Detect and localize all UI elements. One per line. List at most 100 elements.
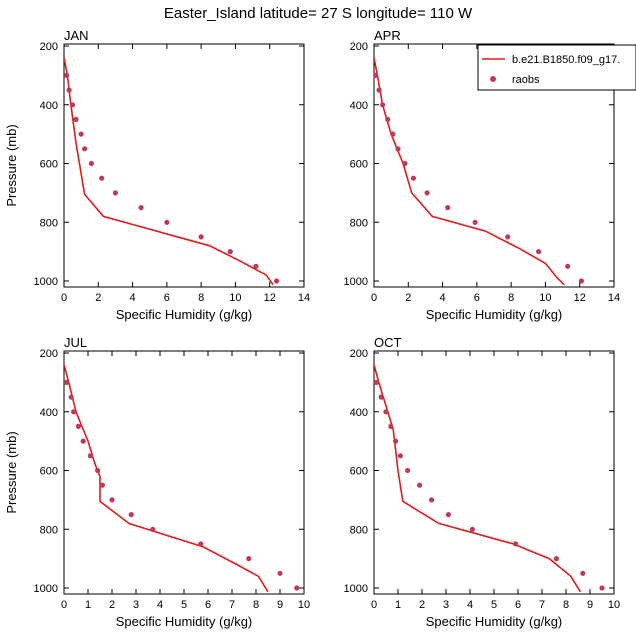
x-tick-label: 7 <box>229 599 235 611</box>
obs-point <box>393 438 399 444</box>
x-tick-label: 10 <box>298 599 310 611</box>
x-tick-label: 6 <box>474 292 480 304</box>
obs-point <box>150 526 156 532</box>
obs-point <box>472 219 478 225</box>
plot-frame <box>63 350 305 595</box>
obs-point <box>277 570 283 576</box>
x-tick-label: 2 <box>109 599 115 611</box>
x-tick-label: 8 <box>508 292 514 304</box>
obs-point <box>376 87 382 93</box>
y-tick-label: 1000 <box>34 583 58 595</box>
obs-point <box>88 160 94 167</box>
figure-title: Easter_Island latitude= 27 S longitude= … <box>164 5 473 22</box>
x-axis-label: Specific Humidity (g/kg) <box>116 614 253 629</box>
y-tick-label: 800 <box>350 524 368 536</box>
plot-frame <box>373 350 615 595</box>
y-tick-label: 200 <box>40 41 58 53</box>
x-tick-label: 1 <box>395 599 401 611</box>
x-axis-label: Specific Humidity (g/kg) <box>426 614 563 629</box>
panel-oct: OCT 0 1 2 3 4 5 6 7 8 9 10 200 400 600 800 1000 Specific … <box>344 335 621 629</box>
x-tick-label: 14 <box>298 292 310 304</box>
x-tick-label: 1 <box>85 599 91 611</box>
obs-point <box>138 205 144 211</box>
x-tick-label: 5 <box>491 599 497 611</box>
x-tick-label: 8 <box>253 599 259 611</box>
x-tick-label: 5 <box>181 599 187 611</box>
obs-point <box>80 438 86 444</box>
y-axis-label: Pressure (mb) <box>4 431 19 513</box>
obs-point <box>246 556 252 562</box>
model-line <box>374 364 582 593</box>
x-tick-label: 6 <box>515 599 521 611</box>
legend-model-label: b.e21.B1850.f09_g17. <box>512 54 620 66</box>
x-tick-label: 6 <box>164 292 170 304</box>
x-tick-label: 0 <box>61 599 67 611</box>
x-axis-label: Specific Humidity (g/kg) <box>426 307 563 322</box>
y-tick-label: 600 <box>350 159 368 171</box>
x-tick-label: 12 <box>264 292 276 304</box>
y-tick-label: 200 <box>40 348 58 360</box>
obs-point <box>445 205 451 211</box>
y-tick-label: 1000 <box>34 276 58 288</box>
legend-obs-marker <box>490 76 496 82</box>
obs-point <box>565 263 571 269</box>
y-tick-label: 1000 <box>344 276 368 288</box>
obs-point <box>405 467 411 474</box>
obs-point <box>64 72 70 78</box>
y-tick-label: 800 <box>350 217 368 229</box>
x-tick-label: 4 <box>467 599 473 611</box>
y-tick-label: 800 <box>40 524 58 536</box>
obs-point <box>87 453 93 459</box>
x-tick-label: 4 <box>157 599 163 611</box>
y-tick-label: 600 <box>40 159 58 171</box>
x-tick-label: 10 <box>608 599 620 611</box>
obs-point <box>164 219 170 225</box>
x-tick-label: 10 <box>539 292 551 304</box>
plot-frame <box>63 43 305 288</box>
obs-point <box>274 278 280 284</box>
y-tick-label: 400 <box>40 100 58 112</box>
x-tick-label: 0 <box>61 292 67 304</box>
x-tick-label: 0 <box>371 599 377 611</box>
x-tick-label: 9 <box>277 599 283 611</box>
obs-point <box>128 511 134 518</box>
y-tick-label: 200 <box>350 348 368 360</box>
obs-point <box>417 482 423 488</box>
x-tick-label: 12 <box>574 292 586 304</box>
y-tick-label: 400 <box>350 407 368 419</box>
panel-label: JAN <box>64 28 89 43</box>
x-tick-label: 2 <box>95 292 101 304</box>
panel-jan: JAN 0 2 4 6 8 10 12 14 200 400 600 800 1000 Specific H… <box>4 28 310 322</box>
obs-point <box>578 278 585 284</box>
obs-point <box>71 409 77 415</box>
obs-point <box>380 102 386 108</box>
x-tick-label: 8 <box>198 292 204 304</box>
x-tick-label: 10 <box>229 292 241 304</box>
obs-point <box>95 467 101 474</box>
obs-point <box>82 146 88 152</box>
obs-point <box>429 497 435 503</box>
panel-jul: JUL 0 1 2 3 4 5 6 7 8 9 10 200 400 600 800 1000 Specific … <box>4 335 310 629</box>
y-tick-label: 400 <box>40 407 58 419</box>
obs-point <box>388 423 394 429</box>
obs-point <box>109 497 115 503</box>
x-tick-label: 7 <box>539 599 545 611</box>
panel-label: JUL <box>64 335 87 350</box>
y-tick-label: 600 <box>40 466 58 478</box>
x-tick-label: 4 <box>130 292 136 304</box>
obs-point <box>505 234 511 240</box>
x-tick-label: 3 <box>133 599 139 611</box>
x-tick-label: 2 <box>419 599 425 611</box>
obs-point <box>373 379 379 385</box>
x-tick-label: 14 <box>608 292 620 304</box>
model-line <box>64 364 269 593</box>
y-tick-label: 400 <box>350 100 368 112</box>
obs-point <box>75 423 81 429</box>
y-tick-label: 600 <box>350 466 368 478</box>
obs-point <box>469 526 475 532</box>
legend-obs-label: raobs <box>512 74 540 86</box>
obs-point <box>445 511 451 518</box>
y-tick-label: 200 <box>350 41 368 53</box>
